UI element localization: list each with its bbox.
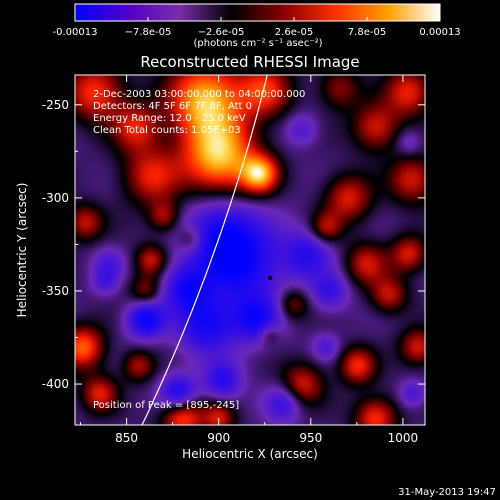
colorbar-tick-label: −2.6e-05 (198, 27, 245, 38)
heatmap-image (75, 75, 425, 425)
y-tick-label: -250 (42, 98, 69, 112)
y-tick-label: -300 (42, 191, 69, 205)
annotation-energy-range: Energy Range: 12.0 - 25.0 keV (93, 113, 246, 124)
y-tick-label: -400 (42, 377, 69, 391)
annotation-block: 2-Dec-2003 03:00:00.000 to 04:00:00.000 … (93, 89, 305, 411)
annotation-detectors: Detectors: 4F 5F 6F 7F 8F, Att 0 (93, 101, 252, 112)
colorbar-tick-label: 7.8e-05 (348, 27, 386, 38)
chart-title: Reconstructed RHESSI Image (140, 53, 359, 71)
y-tick-label: -350 (42, 284, 69, 298)
annotation-clean-counts: Clean Total counts: 1.05E+03 (93, 125, 241, 136)
solar-limb-line (141, 75, 268, 425)
y-axis-label: Heliocentric Y (arcsec) (15, 183, 29, 318)
axis-ticks: 850 900 950 1000 -250 -300 -350 -400 (42, 75, 425, 445)
peak-marker (268, 275, 273, 281)
generation-timestamp: 31-May-2013 19:47 (398, 487, 496, 498)
colorbar-ticks: -0.00013 −7.8e-05 −2.6e-05 2.6e-05 7.8e-05 0.… (53, 17, 461, 38)
heatmap-image-container (75, 75, 425, 425)
x-tick-label: 1000 (388, 431, 419, 445)
colorbar-tick-label: −7.8e-05 (125, 27, 172, 38)
x-axis-label: Heliocentric X (arcsec) (182, 447, 318, 461)
colorbar-unit-label: (photons cm⁻² s⁻¹ asec⁻²) (193, 38, 322, 49)
colorbar (74, 3, 441, 22)
plot-frame (74, 74, 426, 426)
colorbar-tick-label: 2.6e-05 (275, 27, 313, 38)
x-tick-label: 900 (207, 431, 230, 445)
x-tick-label: 850 (115, 431, 138, 445)
annotation-time-range: 2-Dec-2003 03:00:00.000 to 04:00:00.000 (93, 89, 305, 100)
peak-position-label: Position of Peak = [895,-245] (93, 400, 239, 411)
colorbar-tick-label: -0.00013 (53, 27, 98, 38)
x-tick-label: 950 (299, 431, 322, 445)
colorbar-tick-label: 0.00013 (419, 27, 460, 38)
